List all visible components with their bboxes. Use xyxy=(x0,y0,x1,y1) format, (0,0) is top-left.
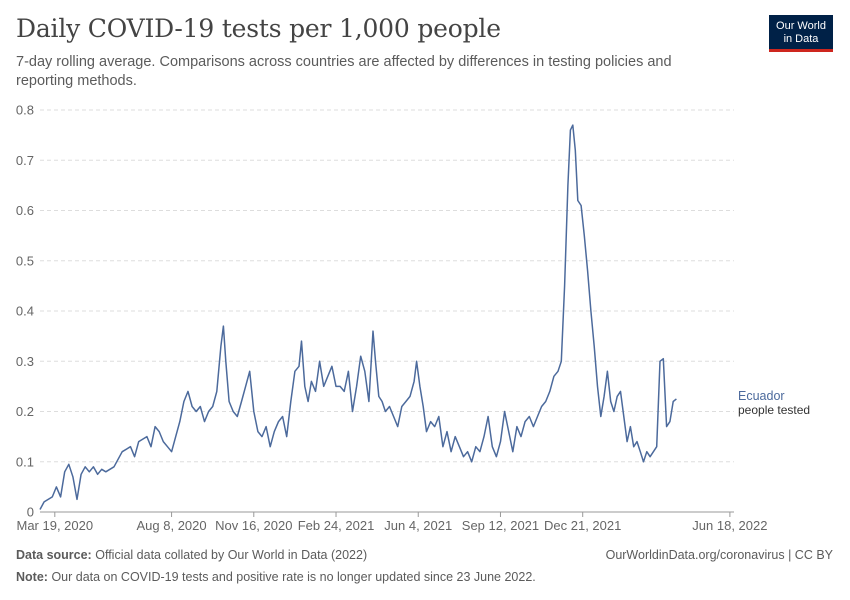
data-source-text: Official data collated by Our World in D… xyxy=(95,548,368,562)
y-tick-label: 0.5 xyxy=(16,253,34,268)
x-tick-label: Feb 24, 2021 xyxy=(298,518,375,533)
logo-line-1: Our World xyxy=(776,20,826,32)
y-axis: 0 0.1 0.2 0.3 0.4 0.5 0.6 0.7 0.8 xyxy=(16,103,34,520)
x-tick-label: Sep 12, 2021 xyxy=(462,518,539,533)
x-tick-label: Jun 4, 2021 xyxy=(384,518,452,533)
y-tick-label: 0.4 xyxy=(16,304,34,319)
logo-line-2: in Data xyxy=(783,33,819,45)
chart-title: Daily COVID-19 tests per 1,000 people xyxy=(16,14,501,43)
series-label-metric: people tested xyxy=(738,403,810,417)
attribution-link[interactable]: OurWorldinData.org/coronavirus | CC BY xyxy=(605,548,833,562)
y-tick-label: 0.3 xyxy=(16,354,34,369)
data-source: Data source: Official data collated by O… xyxy=(16,548,367,562)
x-tick-label: Nov 16, 2020 xyxy=(215,518,292,533)
note-text: Our data on COVID-19 tests and positive … xyxy=(51,570,536,584)
series-line-ecuador xyxy=(39,124,677,510)
grid-lines xyxy=(40,109,734,463)
line-chart: 0 0.1 0.2 0.3 0.4 0.5 0.6 0.7 0.8 Mar 19, 2020 Au… xyxy=(16,103,810,534)
x-tick-label: Jun 18, 2022 xyxy=(692,518,767,533)
data-source-label: Data source: xyxy=(16,548,92,562)
series-layer xyxy=(39,124,677,510)
y-tick-label: 0.7 xyxy=(16,153,34,168)
series-label-ecuador: Ecuador xyxy=(738,389,785,403)
footer-note: Note: Our data on COVID-19 tests and pos… xyxy=(16,570,536,584)
x-tick-label: Aug 8, 2020 xyxy=(137,518,207,533)
y-tick-label: 0 xyxy=(27,505,34,520)
y-tick-label: 0.6 xyxy=(16,203,34,218)
chart-subtitle: 7-day rolling average. Comparisons acros… xyxy=(16,54,672,89)
y-tick-label: 0.1 xyxy=(16,454,34,469)
x-axis: Mar 19, 2020 Aug 8, 2020 Nov 16, 2020 Feb 2… xyxy=(16,511,767,533)
y-tick-label: 0.8 xyxy=(16,103,34,118)
owid-logo[interactable]: Our World in Data xyxy=(769,15,833,52)
x-tick-label: Dec 21, 2021 xyxy=(544,518,621,533)
note-label: Note: xyxy=(16,570,48,584)
x-tick-label: Mar 19, 2020 xyxy=(16,518,93,533)
y-tick-label: 0.2 xyxy=(16,404,34,419)
